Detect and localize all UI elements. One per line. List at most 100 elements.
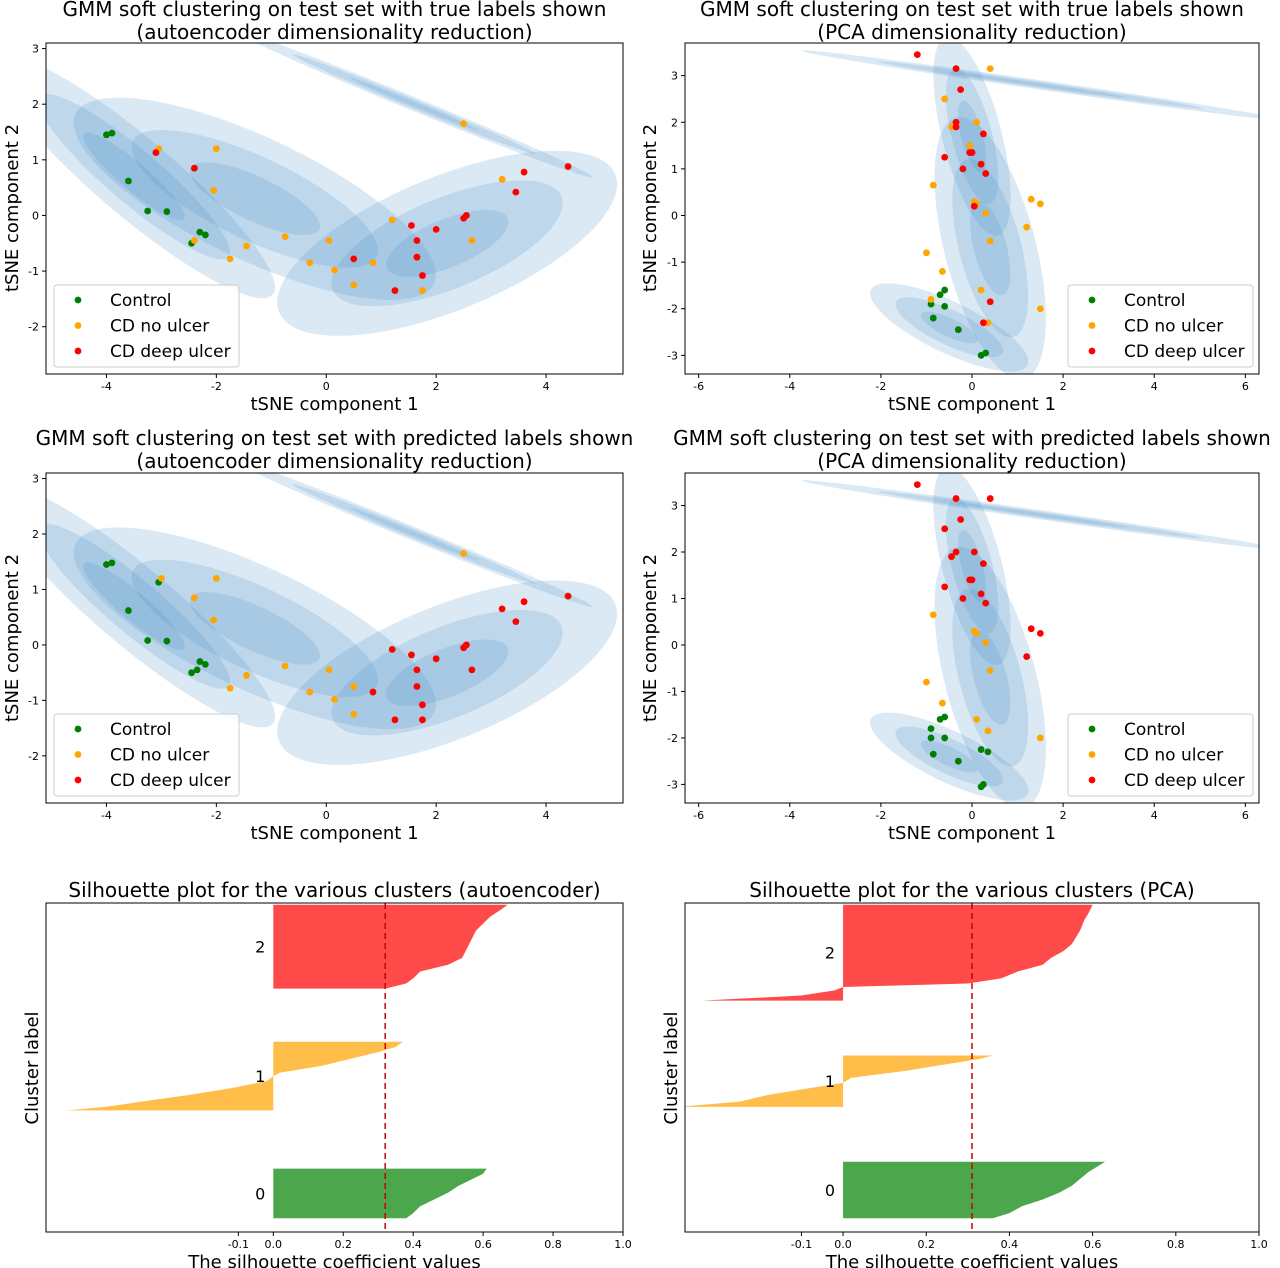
point-cd-no-ulcer bbox=[212, 574, 220, 582]
x-tick-label: 2 bbox=[433, 809, 440, 822]
y-axis-label: Cluster label bbox=[22, 1011, 43, 1124]
legend-label: Control bbox=[110, 291, 171, 311]
legend-label: Control bbox=[110, 720, 171, 740]
legend-box bbox=[53, 713, 240, 797]
y-tick-label: 3 bbox=[671, 500, 678, 513]
y-tick-label: 0 bbox=[671, 639, 678, 652]
point-cd-deep-ulcer bbox=[391, 716, 399, 724]
point-control bbox=[929, 750, 937, 758]
x-axis-label: tSNE component 1 bbox=[250, 823, 418, 844]
x-tick-label: 4 bbox=[1151, 809, 1158, 822]
point-cd-deep-ulcer bbox=[512, 618, 520, 626]
point-cd-no-ulcer bbox=[941, 95, 949, 103]
gmm-ellipse bbox=[877, 491, 1203, 539]
gmm-ellipse bbox=[46, 523, 230, 689]
x-tick-label: 0.4 bbox=[1001, 1238, 1019, 1251]
point-cd-deep-ulcer bbox=[468, 666, 476, 674]
y-tick-label: -1 bbox=[667, 685, 678, 698]
gmm-ellipse bbox=[934, 116, 1046, 374]
gmm-ellipse bbox=[349, 77, 479, 131]
x-tick-label: 4 bbox=[1151, 380, 1158, 393]
point-cd-deep-ulcer bbox=[977, 160, 985, 168]
point-cd-deep-ulcer bbox=[982, 170, 990, 177]
chart-title: GMM soft clustering on test set with tru… bbox=[700, 0, 1244, 21]
point-cd-no-ulcer bbox=[973, 629, 980, 637]
gmm-ellipse bbox=[349, 507, 479, 561]
y-tick-label: -2 bbox=[28, 750, 39, 763]
point-cd-deep-ulcer bbox=[968, 149, 976, 156]
point-control bbox=[201, 660, 209, 668]
legend-label: Control bbox=[1124, 291, 1185, 311]
silhouette-cluster-2 bbox=[273, 904, 508, 989]
y-tick-label: 3 bbox=[32, 43, 39, 56]
x-tick-label: -0.1 bbox=[228, 1238, 249, 1251]
point-cd-deep-ulcer bbox=[413, 237, 421, 244]
chart-title: Silhouette plot for the various clusters… bbox=[749, 878, 1194, 902]
point-cd-deep-ulcer bbox=[520, 168, 528, 176]
y-tick-label: 2 bbox=[671, 546, 678, 559]
point-control bbox=[201, 231, 209, 239]
point-cd-deep-ulcer bbox=[941, 525, 949, 533]
x-tick-label: 2 bbox=[433, 380, 440, 393]
y-tick-label: 3 bbox=[671, 70, 678, 83]
x-tick-label: 0.0 bbox=[265, 1238, 283, 1251]
chart-title: (PCA dimensionality reduction) bbox=[817, 20, 1126, 44]
legend-label: CD no ulcer bbox=[1124, 746, 1223, 766]
x-tick-label: 0 bbox=[323, 380, 330, 393]
point-cd-no-ulcer bbox=[210, 616, 218, 624]
point-cd-no-ulcer bbox=[243, 242, 250, 250]
gmm-ellipse bbox=[958, 100, 986, 173]
gmm-component-1 bbox=[934, 116, 1046, 374]
gmm-ellipse bbox=[331, 609, 563, 736]
point-cd-no-ulcer bbox=[350, 281, 358, 289]
point-cd-no-ulcer bbox=[331, 695, 338, 703]
legend-label: CD deep ulcer bbox=[110, 771, 231, 791]
point-cd-no-ulcer bbox=[929, 611, 937, 619]
point-control bbox=[984, 748, 992, 756]
x-tick-label: 4 bbox=[543, 380, 550, 393]
point-cd-no-ulcer bbox=[350, 683, 358, 690]
silhouette-cluster-1 bbox=[685, 1055, 993, 1107]
chart-pca_pred: GMM soft clustering on test set with pre… bbox=[640, 426, 1271, 844]
x-tick-label: -4 bbox=[101, 809, 112, 822]
y-tick-label: -1 bbox=[28, 265, 39, 278]
gmm-ellipse bbox=[331, 180, 563, 307]
legend-label: CD deep ulcer bbox=[1124, 771, 1245, 791]
point-cd-no-ulcer bbox=[938, 699, 946, 707]
gmm-component-1 bbox=[73, 97, 436, 300]
point-cd-no-ulcer bbox=[281, 662, 289, 670]
y-tick-label: 1 bbox=[32, 154, 39, 167]
point-cd-deep-ulcer bbox=[498, 605, 506, 613]
gmm-ellipse bbox=[292, 54, 536, 154]
y-tick-label: 3 bbox=[32, 473, 39, 486]
point-cd-deep-ulcer bbox=[970, 548, 978, 556]
x-tick-label: 6 bbox=[1242, 809, 1249, 822]
point-cd-deep-ulcer bbox=[388, 645, 396, 653]
point-cd-deep-ulcer bbox=[350, 255, 358, 263]
gmm-ellipse bbox=[933, 43, 1011, 236]
y-tick-label: -3 bbox=[667, 349, 678, 362]
x-axis-label: tSNE component 1 bbox=[888, 394, 1056, 415]
gmm-ellipse bbox=[235, 473, 593, 607]
point-cd-deep-ulcer bbox=[952, 495, 960, 502]
point-cd-deep-ulcer bbox=[432, 225, 440, 233]
gmm-ellipse bbox=[945, 498, 999, 634]
y-tick-label: -2 bbox=[667, 732, 678, 745]
point-cd-no-ulcer bbox=[158, 574, 165, 582]
x-tick-label: 4 bbox=[543, 809, 550, 822]
point-cd-deep-ulcer bbox=[419, 716, 426, 724]
legend-marker bbox=[74, 322, 82, 329]
point-cd-deep-ulcer bbox=[957, 86, 965, 94]
x-tick-label: -2 bbox=[211, 380, 222, 393]
point-cd-deep-ulcer bbox=[1023, 653, 1031, 660]
point-cd-no-ulcer bbox=[1036, 734, 1044, 742]
point-cd-no-ulcer bbox=[419, 287, 426, 294]
y-tick-label: -2 bbox=[667, 303, 678, 316]
gmm-ellipse bbox=[870, 283, 1029, 372]
gmm-ellipse bbox=[933, 473, 1011, 666]
point-cd-no-ulcer bbox=[243, 672, 250, 679]
point-cd-no-ulcer bbox=[986, 667, 994, 674]
chart-sil_ae: Silhouette plot for the various clusters… bbox=[22, 878, 632, 1268]
point-cd-no-ulcer bbox=[190, 237, 198, 244]
legend-label: CD no ulcer bbox=[110, 746, 209, 766]
